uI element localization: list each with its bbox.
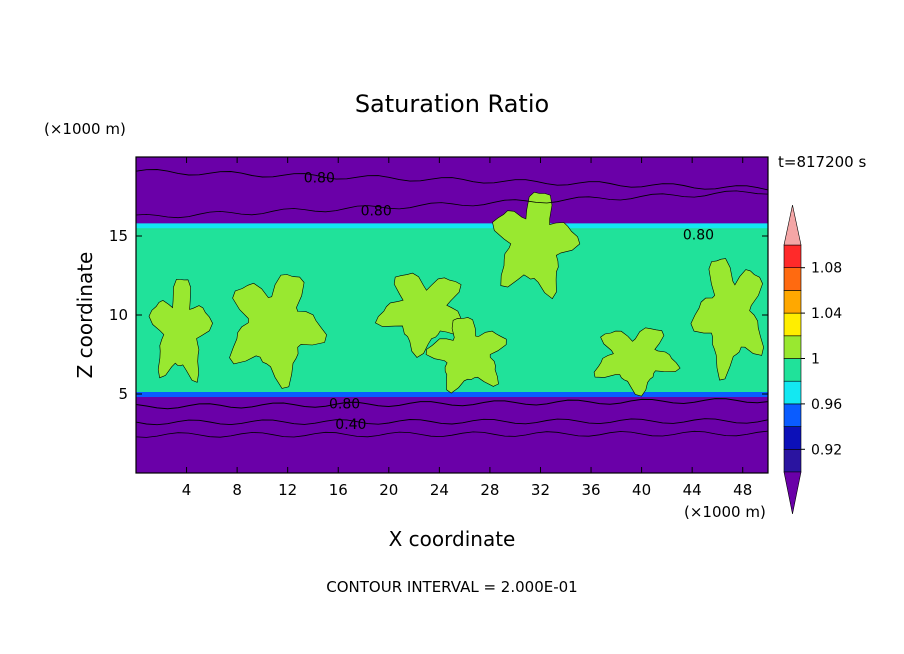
- x-tick-label: 44: [683, 481, 702, 499]
- x-unit-label: (×1000 m): [684, 503, 766, 521]
- contour-line: [136, 418, 768, 426]
- y-unit-label: (×1000 m): [44, 120, 126, 138]
- saturated-patch: [690, 258, 764, 381]
- time-label: t=817200 s: [778, 153, 866, 171]
- y-tick-label: 15: [109, 227, 128, 245]
- colorbar-swatch: [783, 403, 802, 427]
- contour-line: [136, 190, 768, 219]
- colorbar-swatch: [783, 358, 802, 382]
- x-tick-label: 48: [733, 481, 752, 499]
- colorbar-swatch: [783, 312, 802, 337]
- x-tick-label: 8: [232, 481, 242, 499]
- x-tick-label: 20: [379, 481, 398, 499]
- x-tick-label: 4: [182, 481, 192, 499]
- colorbar-swatch: [783, 244, 802, 269]
- x-axis-label: X coordinate: [389, 527, 516, 551]
- colorbar-swatch: [783, 448, 802, 473]
- colorbar-swatch: [783, 426, 802, 450]
- saturated-patch: [375, 272, 468, 358]
- y-tick-label: 5: [118, 385, 128, 403]
- saturated-patch: [425, 317, 507, 394]
- x-tick-label: 28: [480, 481, 499, 499]
- colorbar-top-arrow: [783, 204, 802, 246]
- colorbar: 0.92 0.96 1 1.04 1.08: [783, 204, 842, 515]
- saturated-patch: [229, 274, 327, 389]
- colorbar-swatch: [783, 380, 802, 405]
- chart-title: Saturation Ratio: [355, 90, 549, 118]
- contour-line: [136, 169, 768, 191]
- colorbar-swatch: [783, 335, 802, 359]
- colorbar-swatch: [783, 267, 802, 291]
- top-dry-layer: [136, 157, 768, 224]
- colorbar-label: 1.04: [811, 306, 842, 322]
- x-tick-label: 12: [278, 481, 297, 499]
- contour-label: 0.80: [361, 204, 392, 220]
- x-tick-label: 36: [581, 481, 600, 499]
- moist-layer-edge-cyan: [136, 220, 768, 229]
- x-axis: 4 8 12 16 20 24 28 32 36 40 44 48: [182, 157, 752, 499]
- colorbar-label: 0.96: [811, 397, 842, 413]
- y-tick-label: 10: [109, 306, 128, 324]
- colorbar-label: 0.92: [811, 442, 842, 458]
- contour-label: 0.80: [304, 171, 335, 187]
- contour-line: [136, 430, 768, 438]
- colorbar-label: 1.08: [811, 261, 842, 277]
- contour-line: [136, 398, 768, 410]
- y-axis-label: Z coordinate: [73, 252, 97, 379]
- contour-label: 0.80: [329, 396, 360, 412]
- contour-interval-footer: CONTOUR INTERVAL = 2.000E-01: [326, 578, 577, 596]
- x-tick-label: 32: [531, 481, 550, 499]
- saturated-patch: [492, 191, 581, 300]
- bottom-dry-edge: [136, 392, 768, 397]
- x-tick-label: 16: [329, 481, 348, 499]
- colorbar-bottom-arrow: [783, 471, 802, 515]
- colorbar-label: 1: [811, 352, 820, 368]
- saturated-patch: [593, 327, 681, 397]
- contour-label: 0.80: [683, 227, 714, 243]
- colorbar-swatch: [783, 290, 802, 314]
- contour-label: 0.40: [335, 417, 366, 433]
- contour-plot-area: 0.80 0.80 0.80 0.80 0.40: [136, 157, 768, 473]
- y-axis: 5 10 15: [109, 227, 768, 403]
- x-tick-label: 24: [430, 481, 449, 499]
- x-tick-label: 40: [632, 481, 651, 499]
- saturated-patch: [148, 279, 213, 383]
